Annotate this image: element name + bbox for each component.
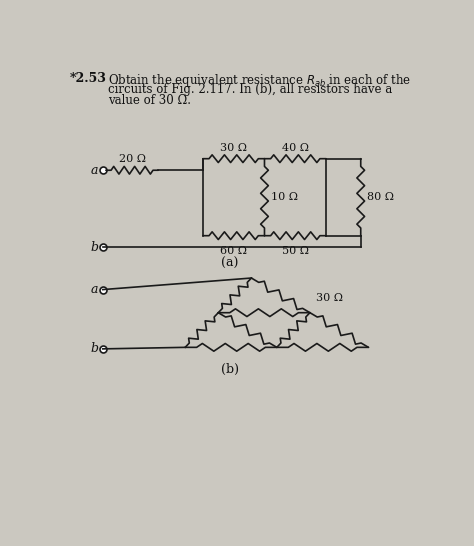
- Text: circuits of Fig. 2.117. In (b), all resistors have a: circuits of Fig. 2.117. In (b), all resi…: [108, 83, 392, 96]
- Text: 30 Ω: 30 Ω: [316, 293, 343, 304]
- Text: 50 Ω: 50 Ω: [282, 246, 309, 256]
- Text: (a): (a): [221, 257, 238, 270]
- Text: value of 30 Ω.: value of 30 Ω.: [108, 94, 191, 107]
- Text: a: a: [91, 283, 98, 296]
- Text: 10 Ω: 10 Ω: [271, 192, 298, 202]
- Text: a: a: [91, 164, 98, 177]
- Text: 20 Ω: 20 Ω: [118, 154, 146, 164]
- Text: 30 Ω: 30 Ω: [220, 143, 247, 152]
- Text: b: b: [90, 342, 98, 355]
- Text: b: b: [90, 241, 98, 254]
- Text: 40 Ω: 40 Ω: [282, 143, 309, 152]
- Text: Obtain the equivalent resistance $R_{ab}$ in each of the: Obtain the equivalent resistance $R_{ab}…: [108, 73, 411, 90]
- Text: (b): (b): [221, 363, 239, 376]
- Text: *2.53: *2.53: [70, 73, 107, 86]
- Text: 60 Ω: 60 Ω: [220, 246, 247, 256]
- Text: 80 Ω: 80 Ω: [367, 192, 394, 202]
